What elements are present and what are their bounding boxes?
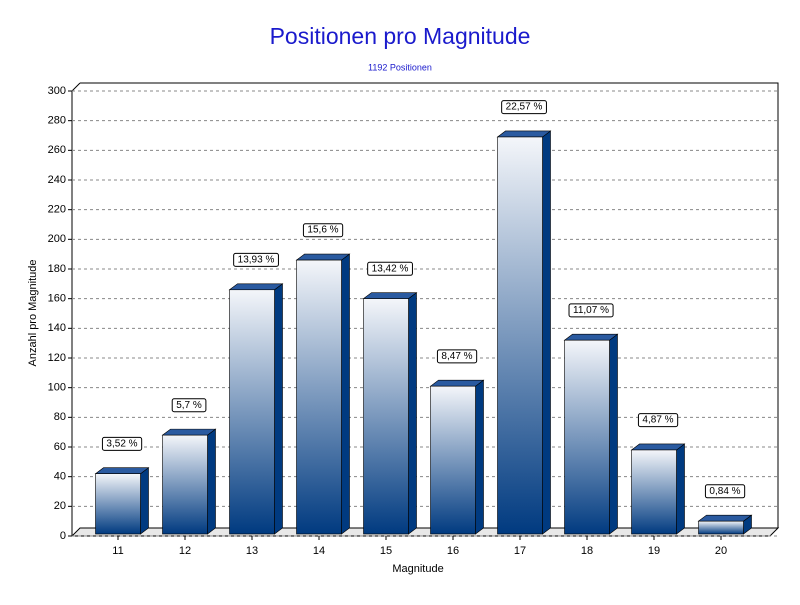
x-tick-label: 19 <box>648 545 660 557</box>
bar-side <box>207 428 216 535</box>
data-label-box <box>568 303 614 318</box>
chart-title: Positionen pro Magnitude <box>270 23 531 49</box>
wall-edge <box>71 82 81 92</box>
bar <box>631 449 677 535</box>
data-label: 0,84 % <box>709 486 740 497</box>
bar-top <box>161 428 217 436</box>
data-label-box <box>171 398 207 413</box>
y-axis-label: Anzahl pro Magnitude <box>27 259 39 366</box>
y-tick-label: 160 <box>48 293 66 305</box>
data-label-box <box>302 223 344 238</box>
bar <box>296 259 342 535</box>
data-label-box <box>101 436 143 451</box>
data-label: 11,07 % <box>573 305 609 316</box>
bar <box>698 520 744 535</box>
chart-subtitle: 1192 Positionen <box>368 62 432 72</box>
bar <box>430 385 476 535</box>
y-tick-label: 60 <box>54 441 66 453</box>
bar-top <box>228 283 284 291</box>
x-tick-label: 14 <box>313 545 325 557</box>
y-tick-label: 260 <box>48 144 66 156</box>
x-tick-label: 13 <box>246 545 258 557</box>
y-tick-label: 280 <box>48 115 66 127</box>
bar-top <box>295 253 351 261</box>
bar-side <box>542 130 551 535</box>
data-label: 15,6 % <box>307 225 338 236</box>
bar-side <box>408 292 417 535</box>
bar <box>497 136 543 535</box>
bar-top <box>563 333 619 341</box>
y-tick-label: 220 <box>48 204 66 216</box>
bar-side <box>274 283 283 535</box>
data-label: 4,87 % <box>642 415 673 426</box>
x-tick-label: 16 <box>447 545 459 557</box>
data-label: 22,57 % <box>506 102 543 113</box>
y-tick-label: 20 <box>54 500 66 512</box>
data-label-box <box>233 252 279 267</box>
bar <box>229 289 275 535</box>
data-label: 3,52 % <box>106 438 137 449</box>
y-tick-label: 140 <box>48 322 66 334</box>
y-tick-label: 240 <box>48 174 66 186</box>
bar-top <box>94 467 150 475</box>
bar <box>564 339 610 535</box>
bar-top <box>429 379 485 387</box>
x-tick-label: 15 <box>380 545 392 557</box>
back-wall <box>80 82 779 528</box>
bar-side <box>140 467 149 535</box>
x-tick-label: 11 <box>112 545 123 557</box>
y-tick-label: 300 <box>48 85 66 97</box>
data-label-box <box>367 261 413 276</box>
bar-side <box>341 253 350 535</box>
data-label: 13,42 % <box>372 263 409 274</box>
bar <box>162 434 208 535</box>
x-axis-label: Magnitude <box>392 563 443 575</box>
data-label: 5,7 % <box>176 400 202 411</box>
y-tick-label: 0 <box>60 530 66 542</box>
x-tick-label: 20 <box>715 545 727 557</box>
y-tick-label: 100 <box>48 382 66 394</box>
bar-top <box>362 292 418 299</box>
bar-side <box>676 443 685 535</box>
data-label-box <box>501 100 547 115</box>
bar-side <box>475 379 484 535</box>
x-tick-label: 18 <box>581 545 593 557</box>
bar-top <box>697 514 753 522</box>
data-label-box <box>436 349 478 364</box>
bar <box>95 473 141 535</box>
y-tick-label: 40 <box>54 471 66 483</box>
bar-top <box>496 130 552 138</box>
data-label-box <box>704 484 746 499</box>
y-tick-label: 180 <box>48 263 66 275</box>
bar-side <box>609 333 618 535</box>
bar <box>363 298 409 535</box>
data-label-box <box>637 413 679 428</box>
y-tick-label: 120 <box>48 352 66 364</box>
data-label: 8,47 % <box>441 351 472 362</box>
data-label: 13,93 % <box>238 254 275 265</box>
y-tick-label: 200 <box>48 233 66 245</box>
bar-top <box>630 443 686 451</box>
y-tick-label: 80 <box>54 411 66 423</box>
x-tick-label: 17 <box>514 545 526 557</box>
x-tick-label: 12 <box>179 545 191 557</box>
